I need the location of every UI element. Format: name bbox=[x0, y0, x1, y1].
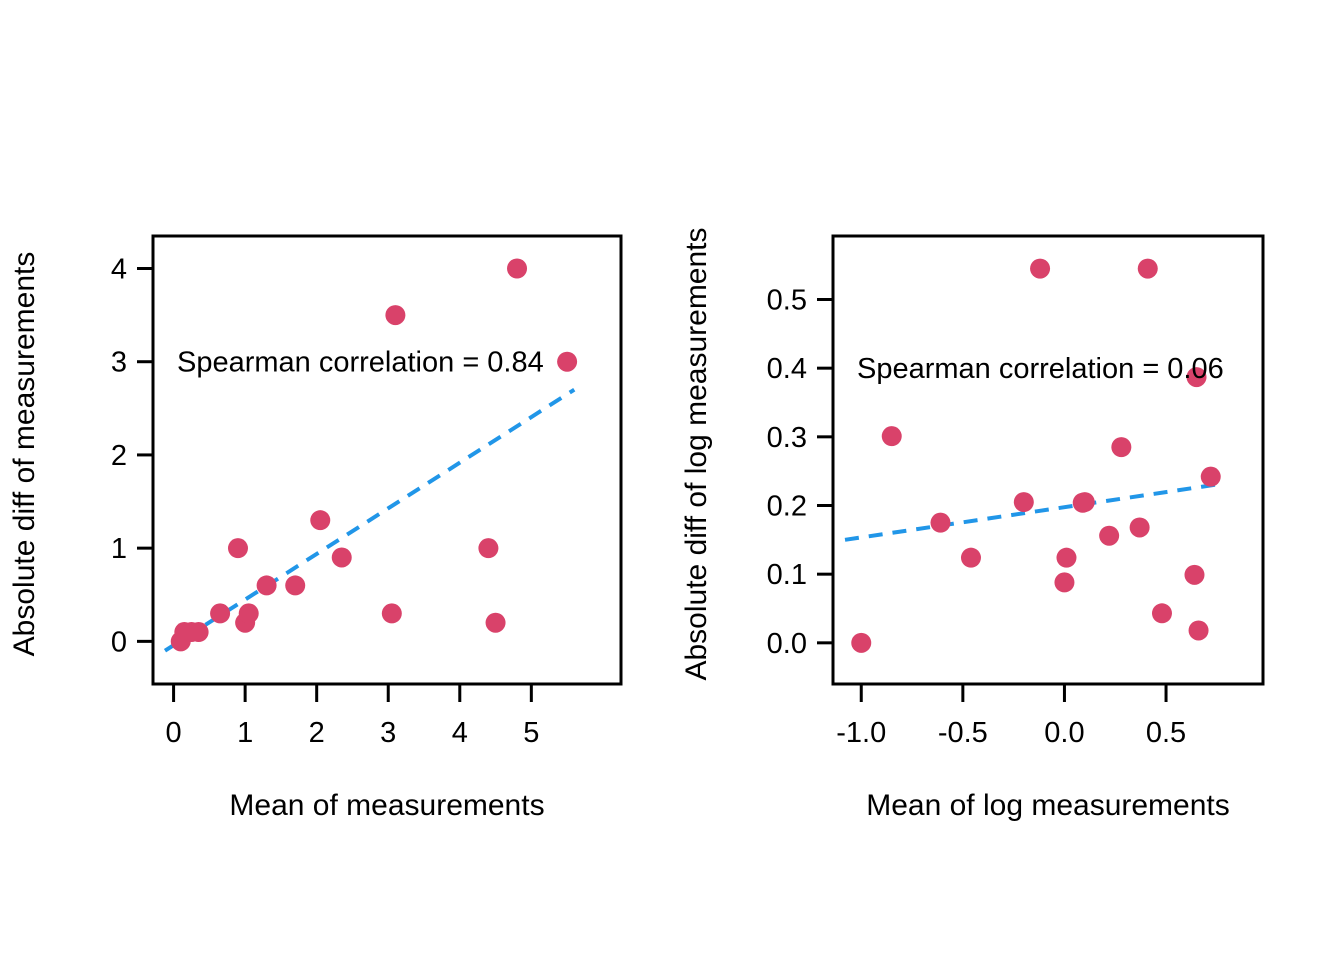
data-point bbox=[507, 258, 528, 279]
data-point bbox=[1054, 572, 1075, 593]
data-point bbox=[960, 547, 981, 568]
y-tick-label: 0 bbox=[111, 626, 127, 658]
data-point bbox=[1137, 258, 1158, 279]
x-tick-label: 0 bbox=[166, 717, 182, 749]
data-point bbox=[851, 632, 872, 653]
y-axis-title: Absolute diff of measurements bbox=[8, 252, 41, 657]
data-point bbox=[1099, 525, 1120, 546]
data-point bbox=[256, 575, 277, 596]
data-point bbox=[210, 603, 231, 624]
data-point bbox=[881, 426, 902, 447]
trend-line bbox=[163, 387, 576, 653]
data-point bbox=[381, 603, 402, 624]
data-point bbox=[485, 612, 506, 633]
y-tick-label: 0.1 bbox=[767, 559, 807, 591]
data-point bbox=[238, 603, 259, 624]
x-tick-label: 5 bbox=[523, 717, 539, 749]
data-point bbox=[1186, 367, 1207, 388]
data-point bbox=[557, 351, 578, 372]
x-tick-label: 0.0 bbox=[1044, 717, 1084, 749]
data-point bbox=[1151, 603, 1172, 624]
y-tick-label: 2 bbox=[111, 440, 127, 472]
data-point bbox=[1200, 466, 1221, 487]
y-tick-label: 0.2 bbox=[767, 491, 807, 523]
spearman-annotation: Spearman correlation = 0.06 bbox=[857, 353, 1224, 385]
plot-frame bbox=[831, 234, 1265, 686]
data-point bbox=[1111, 437, 1132, 458]
scatter-plot-right-svg: 0.0 0.1 0.2 0.3 0.4 0.5 -1.0 -0.5 0.0 0.5 Spearman… bbox=[680, 227, 1265, 822]
x-tick-label: 4 bbox=[452, 717, 468, 749]
data-point bbox=[1188, 620, 1209, 641]
data-point bbox=[1056, 547, 1077, 568]
y-tick-label: 1 bbox=[111, 533, 127, 565]
scatter-plot-left-svg: 0 1 2 3 4 0 1 2 3 4 5 Spearman correlation = 0.84 Me… bbox=[8, 234, 623, 822]
x-tick-label: -1.0 bbox=[836, 717, 886, 749]
data-point bbox=[227, 538, 248, 559]
data-point bbox=[1184, 564, 1205, 585]
data-point bbox=[310, 510, 331, 531]
x-tick-label: 3 bbox=[380, 717, 396, 749]
spearman-annotation: Spearman correlation = 0.84 bbox=[177, 347, 544, 379]
y-tick-label: 0.4 bbox=[767, 353, 807, 385]
x-axis-title: Mean of measurements bbox=[229, 789, 544, 822]
x-tick-label: 0.5 bbox=[1146, 717, 1186, 749]
y-tick-label: 3 bbox=[111, 347, 127, 379]
data-point-group bbox=[851, 258, 1221, 653]
scatter-panel-left: 0 1 2 3 4 0 1 2 3 4 5 Spearman correlation = 0.84 Me… bbox=[8, 234, 623, 822]
data-point bbox=[1013, 492, 1034, 513]
data-point bbox=[478, 538, 499, 559]
y-tick-label: 0.0 bbox=[767, 628, 807, 660]
data-point bbox=[385, 305, 406, 326]
data-point bbox=[930, 512, 951, 533]
x-axis-title: Mean of log measurements bbox=[866, 789, 1230, 822]
data-point bbox=[285, 575, 306, 596]
data-point-group bbox=[170, 258, 578, 652]
data-point bbox=[1129, 517, 1150, 538]
x-tick-label: -0.5 bbox=[938, 717, 988, 749]
trend-line bbox=[844, 482, 1220, 542]
x-tick-label: 2 bbox=[309, 717, 325, 749]
data-point bbox=[1074, 492, 1095, 513]
scatter-panel-right: 0.0 0.1 0.2 0.3 0.4 0.5 -1.0 -0.5 0.0 0.5 Spearman… bbox=[672, 0, 1344, 960]
data-point bbox=[1030, 258, 1051, 279]
y-tick-label: 0.5 bbox=[767, 285, 807, 317]
y-axis-title: Absolute diff of log measurements bbox=[680, 227, 713, 680]
y-tick-label: 4 bbox=[111, 254, 127, 286]
data-point bbox=[331, 547, 352, 568]
x-tick-label: 1 bbox=[237, 717, 253, 749]
y-tick-label: 0.3 bbox=[767, 422, 807, 454]
data-point bbox=[188, 622, 209, 643]
